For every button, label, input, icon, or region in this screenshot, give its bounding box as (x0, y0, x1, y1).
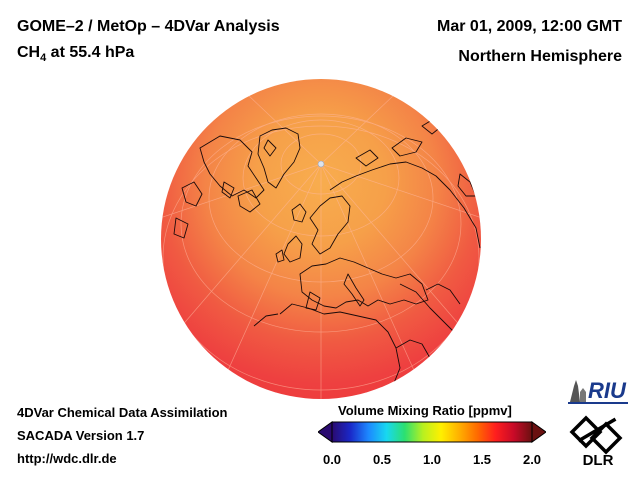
colorbar (318, 421, 546, 443)
riu-logo[interactable]: RIU (566, 372, 630, 408)
north-pole-marker (317, 160, 325, 168)
colorbar-tick-label: 1.0 (422, 452, 442, 467)
colorbar-tick-label: 1.5 (472, 452, 492, 467)
species-label: CH4 at 55.4 hPa (17, 44, 134, 64)
footer-url[interactable]: http://wdc.dlr.de (17, 451, 117, 466)
colorbar-low-arrow (318, 421, 333, 443)
species-prefix: CH (17, 44, 41, 61)
colorbar-tick-label: 0.0 (322, 452, 342, 467)
species-subscript: 4 (40, 52, 47, 65)
iceland-outline (291, 203, 307, 223)
hemisphere-label: Northern Hemisphere (458, 48, 622, 65)
dlr-logo-text: DLR (583, 452, 614, 468)
footer-version: SACADA Version 1.7 (17, 428, 145, 443)
british-isles-outline (275, 235, 303, 263)
footer-assimilation: 4DVar Chemical Data Assimilation (17, 405, 228, 420)
species-suffix: at 55.4 hPa (46, 44, 135, 61)
greenland-outline (257, 127, 301, 189)
scandinavia-outline (309, 195, 351, 255)
riu-logo-text: RIU (588, 378, 627, 403)
colorbar-high-arrow (531, 421, 546, 443)
map-title: GOME–2 / MetOp – 4DVar Analysis (17, 18, 280, 35)
colorbar-gradient (331, 421, 533, 443)
europe-outline (299, 257, 429, 309)
colorbar-tick-label: 0.5 (372, 452, 392, 467)
date-time: Mar 01, 2009, 12:00 GMT (437, 18, 622, 35)
canadian-arctic-outline (199, 135, 265, 199)
colorbar-title: Volume Mixing Ratio [ppmv] (338, 403, 512, 418)
colorbar-tick-label: 2.0 (522, 452, 542, 467)
globe-map (161, 79, 481, 399)
dlr-logo[interactable]: DLR (566, 412, 630, 468)
